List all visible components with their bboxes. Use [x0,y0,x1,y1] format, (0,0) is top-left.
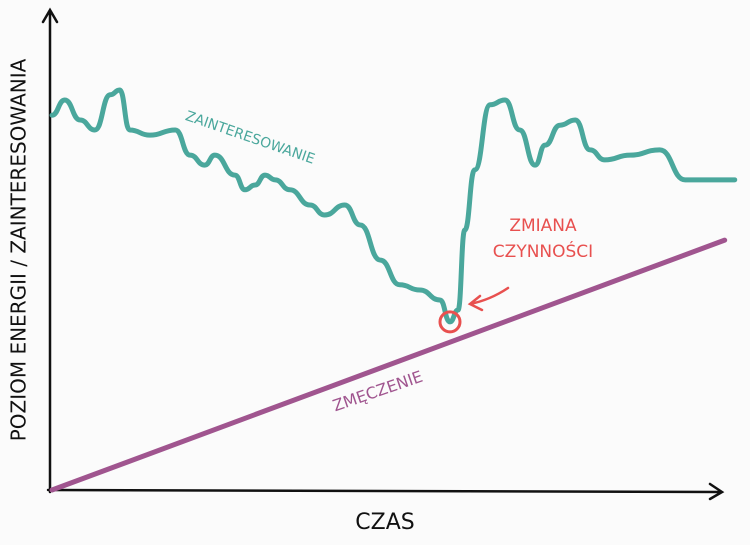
series-line [49,237,728,493]
series-line [49,87,738,325]
y-axis [41,7,59,494]
y-axis-label: POZIOM ENERGII / ZAINTERESOWANIA [7,58,31,441]
x-axis [46,482,725,501]
annotation: ZMIANA [509,216,577,236]
annotation: CZYNNOŚCI [493,240,593,262]
annotation-arrow [467,286,510,312]
change-marker [438,310,462,334]
x-axis-label: CZAS [355,510,414,535]
